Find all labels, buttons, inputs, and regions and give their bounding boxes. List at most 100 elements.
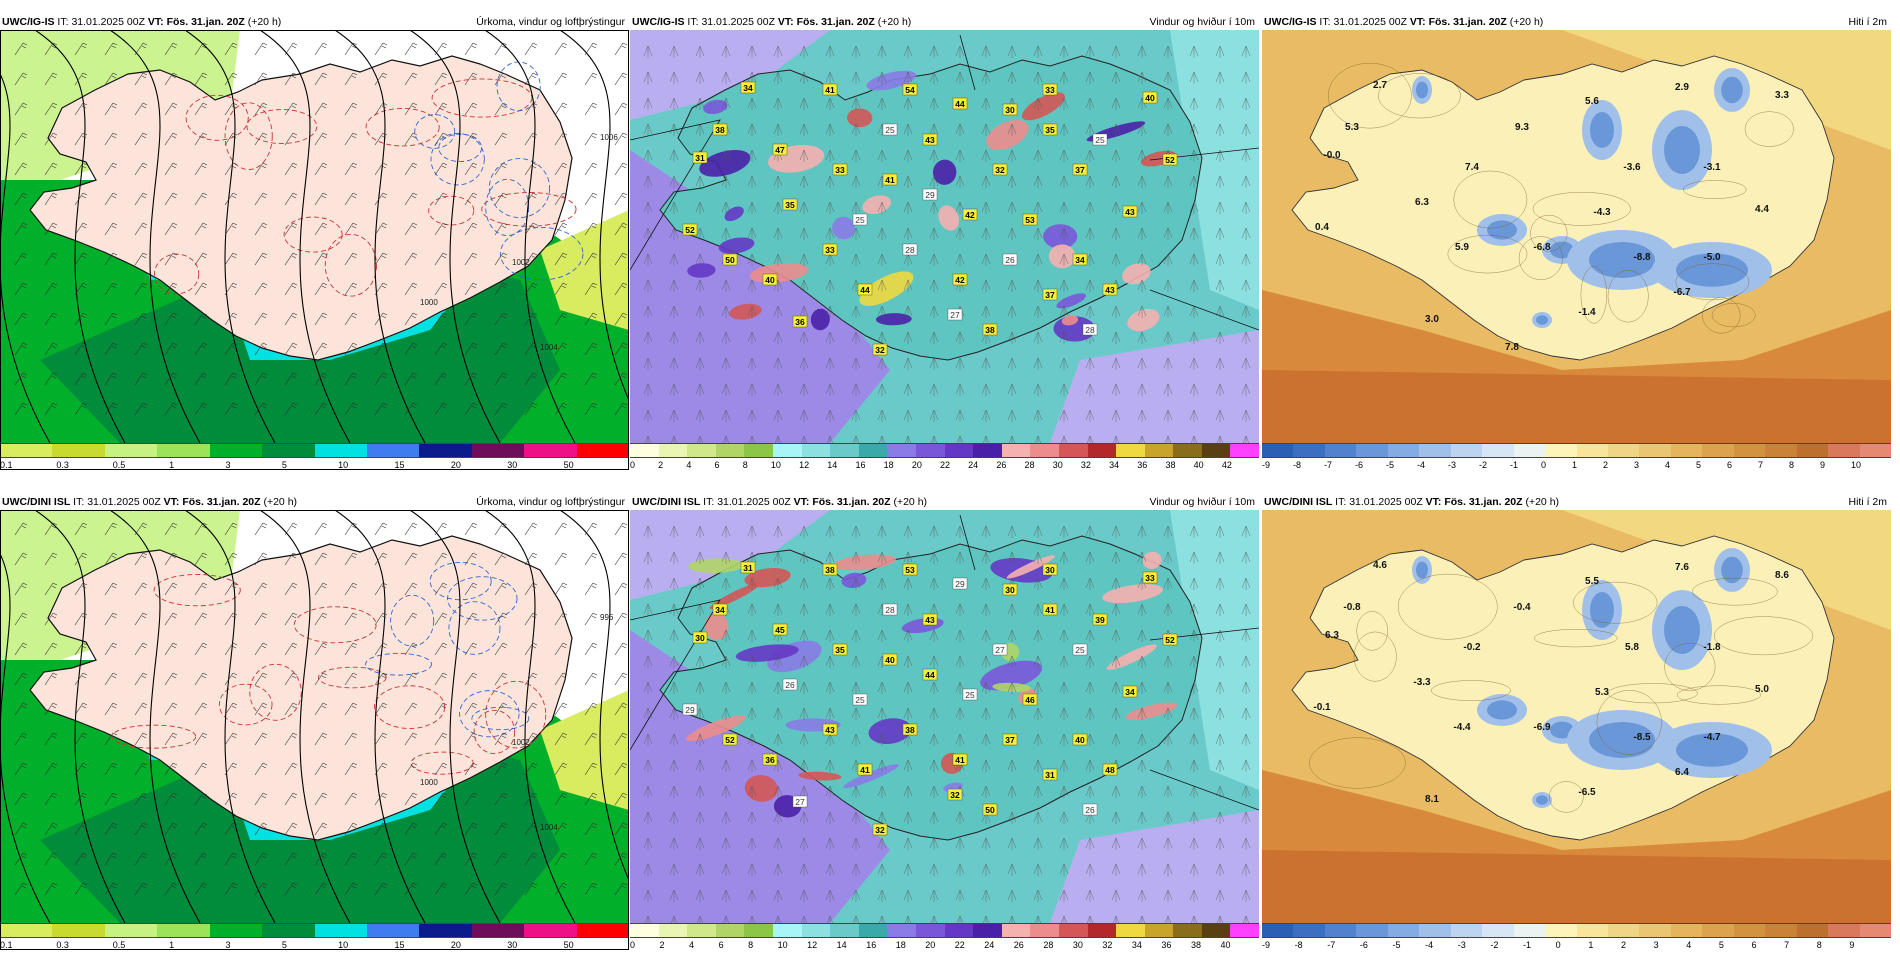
gust-label: 41	[952, 753, 968, 766]
colorbar-tick-label: 4	[689, 940, 695, 950]
colorbar-swatch	[1201, 924, 1231, 937]
colorbar-tick-label: 28	[1024, 460, 1035, 470]
colorbar-swatch	[419, 444, 472, 457]
wind-panel-dini: UWC/DINI ISL IT: 31.01.2025 00Z VT: Fös.…	[630, 490, 1260, 960]
svg-text:50: 50	[725, 255, 735, 265]
gust-label: 42	[952, 273, 968, 286]
colorbar-swatch	[1859, 924, 1892, 937]
temp-label: 5.8	[1625, 642, 1639, 653]
colorbar-tick-label: 16	[855, 460, 866, 470]
gust-label: 30	[1002, 583, 1018, 596]
temp-label: -3.1	[1703, 162, 1721, 173]
gust-label: 44	[857, 283, 873, 296]
colorbar-tick-label: 20	[450, 460, 461, 470]
lead-time: (+20 h)	[247, 16, 282, 28]
gust-label: 29	[922, 188, 938, 201]
colorbar-swatch	[1828, 444, 1860, 457]
svg-text:41: 41	[860, 765, 870, 775]
temp-label: 5.0	[1755, 684, 1769, 695]
gust-label: 41	[857, 763, 873, 776]
lead-time: (+20 h)	[893, 496, 928, 508]
temp-label: 7.4	[1465, 162, 1479, 173]
colorbar-tick-label: 24	[984, 940, 995, 950]
gust-label: 48	[1102, 763, 1118, 776]
svg-text:29: 29	[925, 190, 935, 200]
gust-label: 25	[1092, 133, 1108, 146]
colorbar-tick-label: -5	[1386, 460, 1395, 470]
gust-label: 39	[1092, 613, 1108, 626]
colorbar-tick-label: 2	[658, 460, 664, 470]
svg-text:25: 25	[855, 215, 865, 225]
colorbar-tick-label: 14	[836, 940, 847, 950]
isobar-label: 1000	[420, 778, 438, 787]
colorbar-swatch	[1201, 444, 1231, 457]
svg-text:34: 34	[1075, 255, 1085, 265]
colorbar-swatch	[314, 444, 367, 457]
init-time: 31.01.2025 00Z	[701, 16, 775, 28]
colorbar-swatch	[1576, 924, 1608, 937]
isobar-label: 1004	[540, 343, 558, 352]
colorbar-tick-label: 15	[394, 460, 405, 470]
colorbar-tick-label: 0	[1555, 940, 1561, 950]
svg-text:54: 54	[905, 85, 915, 95]
svg-text:42: 42	[955, 275, 965, 285]
colorbar-tick-label: 8	[742, 460, 748, 470]
svg-text:44: 44	[860, 285, 870, 295]
temp-label: 6.4	[1675, 767, 1689, 778]
colorbar-swatch	[1324, 444, 1357, 457]
colorbar-swatch	[715, 924, 745, 937]
temp-colorbar	[1262, 443, 1892, 458]
colorbar-swatch	[887, 444, 916, 457]
colorbar-swatch	[1670, 924, 1703, 937]
gust-label: 41	[882, 173, 898, 186]
colorbar-tick-label: 24	[968, 460, 979, 470]
lead-time: (+20 h)	[263, 496, 298, 508]
colorbar-swatch	[1230, 444, 1260, 457]
colorbar-tick-label: 20	[911, 460, 922, 470]
svg-text:50: 50	[985, 805, 995, 815]
model-name: UWC/DINI ISL	[632, 496, 701, 508]
gust-label: 33	[1142, 571, 1158, 584]
svg-text:41: 41	[955, 755, 965, 765]
gust-label: 43	[822, 723, 838, 736]
colorbar-tick-label: 10	[1851, 460, 1862, 470]
colorbar-swatch	[262, 444, 315, 457]
svg-text:28: 28	[905, 245, 915, 255]
colorbar-swatch	[687, 924, 716, 937]
colorbar-swatch	[1387, 444, 1420, 457]
gust-label: 41	[822, 83, 838, 96]
colorbar-swatch	[1607, 924, 1640, 937]
svg-text:29: 29	[955, 579, 965, 589]
colorbar-tick-label: 4	[1686, 940, 1692, 950]
colorbar-swatch	[1262, 444, 1294, 457]
svg-text:48: 48	[1105, 765, 1115, 775]
svg-text:35: 35	[835, 645, 845, 655]
colorbar-tick-label: -7	[1324, 460, 1333, 470]
svg-text:30: 30	[1005, 585, 1015, 595]
colorbar-ticks: 0.1 0.3 0.5 1 3 5 10 15 20 30 50	[0, 460, 629, 472]
temp-label: 3.3	[1775, 90, 1789, 101]
colorbar-tick-label: 1	[169, 460, 175, 470]
gust-label: 53	[1022, 213, 1038, 226]
svg-text:37: 37	[1005, 735, 1015, 745]
svg-text:26: 26	[1085, 805, 1095, 815]
colorbar-swatch	[1576, 444, 1608, 457]
gust-label: 47	[772, 143, 788, 156]
panel-header: UWC/IG-IS IT: 31.01.2025 00Z VT: Fös. 31…	[632, 16, 1255, 28]
colorbar-swatch	[1639, 924, 1671, 937]
svg-text:41: 41	[825, 85, 835, 95]
temp-label: -1.8	[1703, 642, 1721, 653]
gust-label: 44	[922, 668, 938, 681]
valid-time: Fös. 31.jan. 20Z	[796, 16, 875, 28]
init-time: 31.01.2025 00Z	[87, 496, 161, 508]
svg-text:39: 39	[1095, 615, 1105, 625]
temp-label: -6.5	[1578, 787, 1596, 798]
gust-label: 26	[1082, 803, 1098, 816]
precip-map: 1000 1002 1004 996	[0, 510, 629, 923]
isobar-label: 1002	[512, 738, 530, 747]
colorbar-tick-label: 0.1	[0, 940, 13, 950]
gust-label: 31	[740, 561, 756, 574]
colorbar-swatch	[157, 924, 210, 937]
svg-text:31: 31	[1045, 770, 1055, 780]
gust-label: 43	[1102, 283, 1118, 296]
